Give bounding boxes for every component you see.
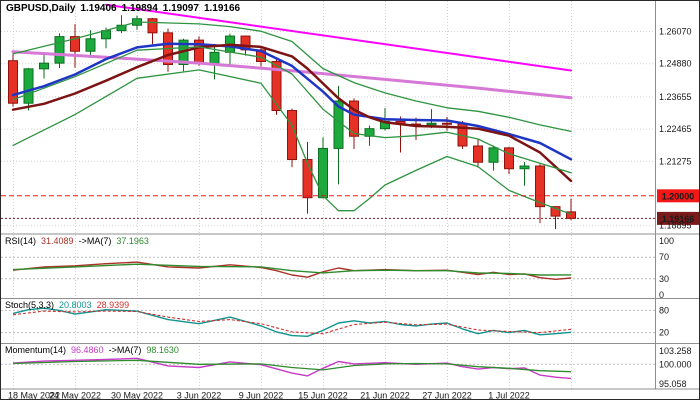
price-badge-label: 1.20000 [662, 191, 695, 201]
ma-blue [11, 42, 573, 161]
ma-maroon [11, 43, 573, 183]
rsi-panel: 100 70 30 0 [1, 236, 674, 300]
candle-body [85, 38, 96, 52]
price-tick-label: 1.21275 [659, 156, 692, 166]
price-badge-label: 1.19166 [662, 214, 695, 224]
stoch-tick-label: 20 [659, 328, 669, 338]
price-tick-label: 1.22465 [659, 124, 692, 134]
candle-body [70, 36, 80, 52]
price-badge [657, 189, 699, 203]
date-tick-label: 30 May 2022 [111, 391, 163, 400]
rsi-tick-label: 100 [659, 236, 674, 246]
rsi-ma-value: 37.1963 [116, 236, 149, 246]
date-tick-label: 15 Jun 2022 [298, 391, 348, 400]
stoch-tick-label: 80 [659, 305, 669, 315]
rsi-panel-label: RSI(14) 31.4089 ->MA(7) 37.1963 [5, 236, 154, 246]
rsi-ma [12, 263, 572, 276]
date-tick-label: 24 May 2022 [49, 391, 101, 400]
ohlc-low: 1.19097 [162, 3, 199, 14]
rsi-ma-name: ->MA(7) [78, 236, 112, 246]
candle-body [519, 165, 530, 170]
momentum-tick-label: 100.000 [659, 359, 692, 369]
price-tick-label: 1.23655 [659, 92, 692, 102]
rsi-tick-label: 30 [659, 274, 669, 284]
date-tick-label: 1 Jul 2022 [488, 391, 530, 400]
candle-body [318, 147, 328, 199]
candle-body [535, 165, 545, 208]
candle-body [364, 128, 375, 137]
band-green-mid [12, 46, 572, 174]
candle-body [54, 36, 65, 64]
candle-body [23, 68, 34, 104]
momentum-ma [12, 359, 572, 373]
price-axis-ticks: 1.26070 1.24880 1.23655 1.22465 1.21275 1.188… [659, 26, 692, 230]
stoch-main-value: 20.8003 [59, 300, 92, 310]
ohlc-high: 1.19894 [121, 3, 158, 14]
stoch-signal-value: 28.9399 [96, 300, 130, 310]
rsi-tick-label: 0 [659, 290, 664, 300]
panel-separators [1, 1, 699, 390]
band-green-lower [12, 69, 572, 215]
momentum-ma-name: ->MA(7) [108, 345, 142, 355]
price-tick-label: 1.18895 [659, 221, 692, 231]
momentum-panel: 103.258 100.000 95.058 [1, 346, 692, 389]
ma-plum [11, 50, 573, 100]
candles [8, 15, 576, 230]
momentum-value: 96.4860 [71, 345, 104, 355]
date-tick-label: 27 Jun 2022 [422, 391, 472, 400]
date-tick-label: 9 Jun 2022 [239, 391, 284, 400]
candle-body [488, 147, 499, 163]
date-tick-label: 3 Jun 2022 [177, 391, 222, 400]
candle-body [209, 51, 220, 64]
price-levels: 1.20000 1.19166 [1, 189, 699, 225]
candle-body [8, 60, 18, 104]
momentum-ma-value: 98.1630 [146, 345, 179, 355]
stoch-panel: 80 20 [1, 305, 669, 338]
candle-body [504, 147, 514, 170]
ma-overlays [11, 3, 573, 215]
band-green-upper [12, 21, 572, 133]
ma-magenta [105, 3, 572, 72]
rsi-tick-label: 70 [659, 252, 669, 262]
ohlc-close: 1.19166 [203, 3, 241, 14]
price-tick-label: 1.24880 [659, 59, 692, 69]
stoch-signal [12, 310, 572, 335]
date-tick-label: 21 Jun 2022 [360, 391, 410, 400]
momentum-tick-label: 103.258 [659, 346, 692, 356]
stoch-panel-label: Stoch(5,3,3) 20.8003 28.9399 [5, 300, 134, 310]
candle-body [287, 110, 297, 161]
symbol-timeframe-label: GBPUSD,Daily [6, 3, 76, 14]
rsi-value: 31.4089 [41, 236, 74, 246]
price-badge [657, 211, 699, 225]
rsi-indicator-name: RSI(14) [5, 236, 37, 246]
momentum-panel-label: Momentum(14) 96.4860 ->MA(7) 98.1630 [5, 345, 184, 355]
ohlc-open: 1.19406 [80, 3, 117, 14]
candle-body [473, 145, 483, 163]
candle-body [442, 122, 452, 125]
date-tick-label: 18 May 2022 [8, 391, 60, 400]
chart-title: GBPUSD,Daily 1.19406 1.19894 1.19097 1.19166 [6, 3, 245, 14]
candle-body [147, 18, 158, 34]
candle-body [302, 159, 313, 199]
candle-body [550, 206, 561, 217]
candle-body [39, 62, 49, 70]
rsi [12, 261, 572, 280]
price-tick-label: 1.26070 [659, 26, 692, 36]
stoch-indicator-name: Stoch(5,3,3) [5, 300, 55, 310]
candle-body [349, 100, 359, 137]
candle-body [426, 122, 437, 126]
momentum-tick-label: 95.058 [659, 379, 687, 389]
candle-body [271, 61, 282, 112]
momentum-indicator-name: Momentum(14) [5, 345, 67, 355]
